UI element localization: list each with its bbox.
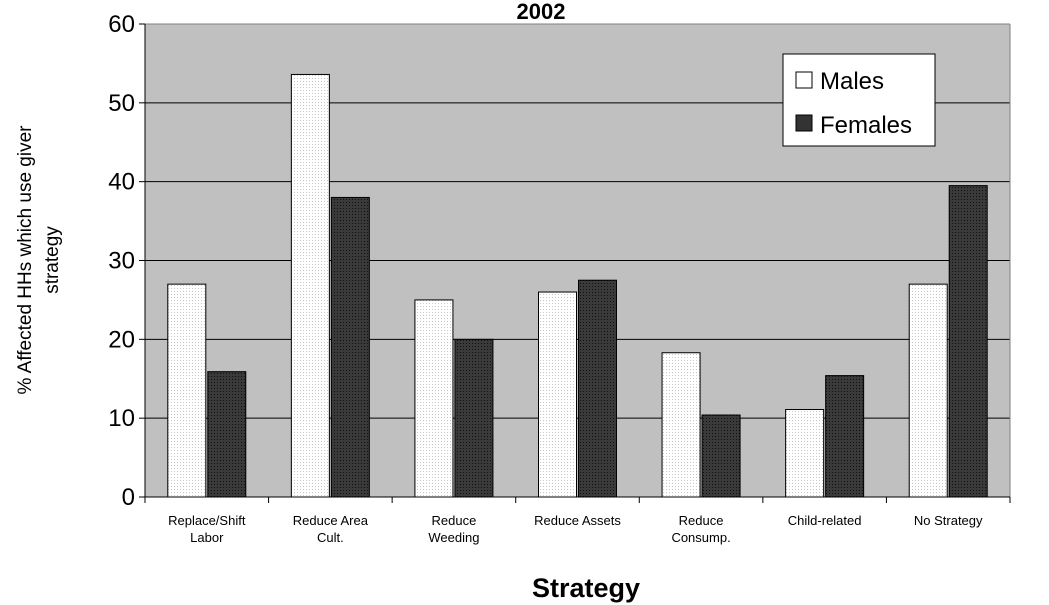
y-tick-label: 0: [122, 484, 135, 511]
bar-females-6: [825, 375, 865, 498]
x-axis-label: Strategy: [532, 573, 640, 603]
bar-males-1: [167, 283, 207, 498]
bar-females-4: [578, 279, 617, 498]
y-axis-label-line-1: % Affected HHs which use giver: [15, 125, 36, 395]
bar-females-7: [948, 185, 988, 498]
y-tick-label: 10: [108, 405, 135, 432]
y-axis-label-line-2: strategy: [42, 226, 63, 294]
bar-females-1: [207, 371, 247, 498]
chart-title: 2002: [517, 0, 566, 24]
y-tick-label: 40: [108, 169, 135, 196]
y-tick-label: 50: [108, 90, 135, 117]
y-tick-label: 60: [108, 11, 135, 38]
axes: [139, 23, 1011, 503]
x-category-label-4: Reduce Assets: [534, 513, 621, 528]
x-category-labels: Replace/Shift Labor Reduce Area Cult. Reduce…: [168, 513, 983, 545]
bar-females-2: [330, 196, 370, 498]
x-category-label-2: Reduce Area Cult.: [293, 513, 369, 545]
bar-males-2: [290, 73, 330, 498]
x-category-label-3: Reduce Weeding: [428, 513, 479, 545]
bar-males-4: [538, 291, 577, 498]
x-category-label-6: Child-related: [788, 513, 862, 528]
y-tick-label: 30: [108, 248, 135, 275]
legend-swatch-females: [795, 114, 813, 132]
legend-swatch-males: [795, 71, 813, 89]
y-tick-labels: 0 10 20 30 40 50 60: [108, 11, 135, 511]
legend: Males Females: [782, 53, 936, 147]
bar-males-6: [785, 408, 825, 498]
bar-males-3: [414, 299, 454, 498]
legend-label-females: Females: [820, 112, 912, 139]
gridlines: [145, 23, 1011, 497]
legend-label-males: Males: [820, 68, 884, 95]
bar-males-7: [908, 283, 948, 498]
x-category-label-5: Reduce Consump.: [671, 513, 730, 545]
bar-females-3: [454, 338, 494, 498]
y-tick-label: 20: [108, 326, 135, 353]
x-category-label-7: No Strategy: [914, 513, 983, 528]
bar-males-5: [661, 352, 701, 498]
x-category-label-1: Replace/Shift Labor: [168, 513, 246, 545]
bar-females-5: [701, 414, 741, 498]
